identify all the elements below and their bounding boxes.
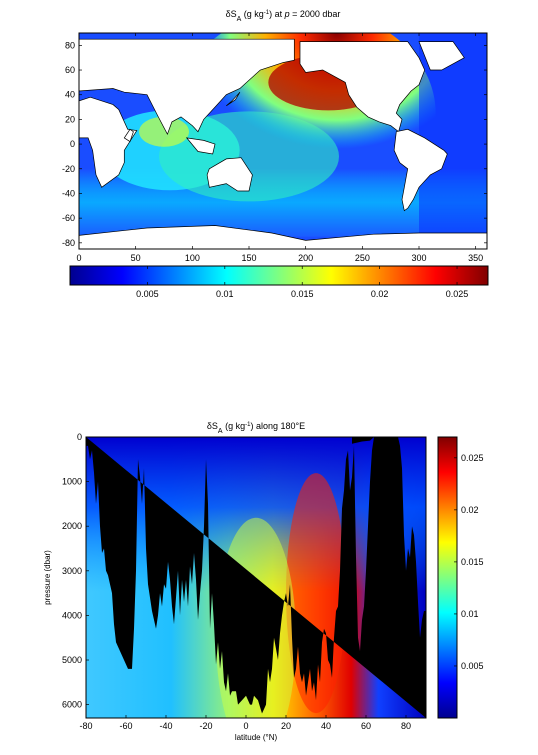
map-y-tick-label: 60 xyxy=(65,65,75,75)
greenland-land xyxy=(418,41,465,71)
section-y-tick-label: 4000 xyxy=(62,610,82,620)
section-colorbar-ticks: 0.025 0.02 0.015 0.01 0.005 xyxy=(454,453,484,671)
map-y-tick-label: -80 xyxy=(62,238,75,248)
antarctica-land xyxy=(79,225,487,249)
map-field xyxy=(79,33,487,249)
section-colorbar-tick-label: 0.025 xyxy=(461,453,484,463)
maritime-continent-land xyxy=(185,137,216,155)
map-y-axis: 80 60 40 20 0 -20 -40 -60 -80 xyxy=(62,40,487,248)
section-y-tick-label: 5000 xyxy=(62,655,82,665)
map-colorbar-tick-label: 0.025 xyxy=(446,289,469,299)
section-y-tick-label: 3000 xyxy=(62,566,82,576)
section-x-tick-label: -80 xyxy=(79,721,92,731)
section-colorbar xyxy=(437,436,458,719)
section-frame xyxy=(85,436,427,719)
map-x-tick-label: 100 xyxy=(185,253,200,263)
section-y-tick-label: 0 xyxy=(77,432,82,442)
map-colorbar-tick-label: 0.02 xyxy=(371,289,389,299)
map-y-tick-label: -20 xyxy=(62,164,75,174)
section-x-tick-label: 80 xyxy=(401,721,411,731)
map-panel: δSA (g kg-1) at p = 2000 dbar 0 50 100 150 2… xyxy=(62,9,489,299)
map-x-tick-label: 200 xyxy=(298,253,313,263)
north-america-land xyxy=(299,41,426,133)
map-x-tick-label: 350 xyxy=(468,253,483,263)
map-y-tick-label: 40 xyxy=(65,90,75,100)
map-y-tick-label: 0 xyxy=(70,139,75,149)
section-x-tick-label: 20 xyxy=(281,721,291,731)
map-x-tick-label: 250 xyxy=(355,253,370,263)
section-colorbar-tick-label: 0.01 xyxy=(461,609,479,619)
section-x-tick-label: -60 xyxy=(119,721,132,731)
map-y-tick-label: 80 xyxy=(65,40,75,50)
map-x-tick-label: 150 xyxy=(241,253,256,263)
eurasia-land xyxy=(79,38,295,136)
map-y-tick-label: -60 xyxy=(62,213,75,223)
section-colorbar-tick-label: 0.015 xyxy=(461,557,484,567)
map-x-axis: 0 50 100 150 200 250 300 350 xyxy=(76,33,483,263)
australia-land xyxy=(206,157,253,192)
map-colorbar-tick-label: 0.005 xyxy=(136,289,159,299)
map-frame xyxy=(78,32,488,250)
map-x-tick-label: 0 xyxy=(76,253,81,263)
section-y-label: pressure (dbar) xyxy=(43,550,52,605)
map-colorbar-ticks: 0.005 0.01 0.015 0.02 0.025 xyxy=(136,266,468,299)
section-x-tick-label: -20 xyxy=(199,721,212,731)
map-x-tick-label: 300 xyxy=(411,253,426,263)
section-colorbar-tick-label: 0.005 xyxy=(461,661,484,671)
section-shelf xyxy=(352,437,374,444)
japan-land xyxy=(226,91,241,107)
section-x-label: latitude (°N) xyxy=(235,733,278,742)
section-x-tick-label: -40 xyxy=(159,721,172,731)
map-y-tick-label: -40 xyxy=(62,188,75,198)
section-y-tick-label: 1000 xyxy=(62,477,82,487)
africa-land xyxy=(79,96,138,188)
map-colorbar-tick-label: 0.015 xyxy=(291,289,314,299)
south-america-land xyxy=(393,128,448,212)
section-field xyxy=(86,437,426,718)
section-x-tick-label: 40 xyxy=(321,721,331,731)
section-y-tick-label: 2000 xyxy=(62,521,82,531)
map-colorbar-tick-label: 0.01 xyxy=(216,289,234,299)
section-x-tick-label: 60 xyxy=(361,721,371,731)
section-panel: δSA (g kg-1) along 180°E -80 -60 -40 -20 0 20… xyxy=(43,421,484,742)
section-y-axis: 0 1000 2000 3000 4000 5000 6000 xyxy=(62,432,89,710)
map-colorbar xyxy=(69,265,489,286)
section-x-tick-label: 0 xyxy=(243,721,248,731)
section-bathymetry xyxy=(86,437,426,718)
horn-land xyxy=(123,128,134,143)
section-colorbar-tick-label: 0.02 xyxy=(461,505,479,515)
map-x-tick-label: 50 xyxy=(131,253,141,263)
section-y-tick-label: 6000 xyxy=(62,700,82,710)
map-title: δSA (g kg-1) at p = 2000 dbar xyxy=(226,9,341,23)
map-y-tick-label: 20 xyxy=(65,114,75,124)
section-title: δSA (g kg-1) along 180°E xyxy=(207,421,305,435)
section-x-axis: -80 -60 -40 -20 0 20 40 60 80 xyxy=(79,715,411,731)
map-arabian-sea xyxy=(139,116,189,147)
